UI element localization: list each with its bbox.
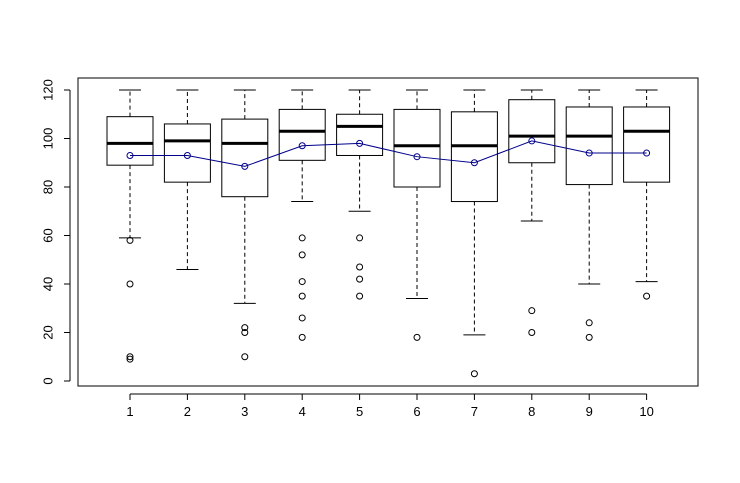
box bbox=[623, 106, 671, 183]
outlier-point bbox=[126, 280, 134, 288]
box bbox=[163, 123, 211, 183]
y-tick-label: 120 bbox=[41, 79, 56, 101]
box bbox=[393, 108, 441, 188]
x-tick-label: 2 bbox=[184, 404, 191, 419]
outlier-point bbox=[298, 251, 306, 259]
x-tick-label: 7 bbox=[471, 404, 478, 419]
outlier-point bbox=[356, 275, 364, 283]
outlier-point bbox=[241, 329, 249, 336]
series-point bbox=[241, 162, 249, 170]
outlier-point bbox=[356, 263, 364, 271]
series-line bbox=[130, 140, 647, 167]
outlier-point bbox=[298, 314, 306, 322]
series-point bbox=[356, 139, 364, 147]
series-point bbox=[126, 151, 134, 159]
outlier-point bbox=[585, 333, 593, 341]
outlier-point bbox=[643, 292, 651, 300]
outlier-point bbox=[241, 353, 249, 361]
box bbox=[508, 99, 556, 164]
x-tick-label: 6 bbox=[413, 404, 420, 419]
outlier-point bbox=[585, 319, 593, 327]
box bbox=[565, 106, 613, 186]
x-tick-label: 9 bbox=[586, 404, 593, 419]
x-tick-label: 10 bbox=[639, 404, 653, 419]
series-point bbox=[528, 137, 536, 145]
x-tick-label: 5 bbox=[356, 404, 363, 419]
box bbox=[336, 113, 384, 156]
x-tick-label: 3 bbox=[241, 404, 248, 419]
series-point bbox=[298, 142, 306, 150]
x-tick-label: 1 bbox=[126, 404, 133, 419]
x-tick-label: 4 bbox=[299, 404, 306, 419]
outlier-point bbox=[241, 324, 249, 332]
outlier-point bbox=[356, 292, 364, 300]
y-tick-label: 100 bbox=[41, 128, 56, 150]
x-tick-label: 8 bbox=[528, 404, 535, 419]
outlier-point bbox=[470, 370, 478, 378]
box bbox=[278, 108, 326, 161]
outlier-point bbox=[126, 236, 134, 244]
outlier-point bbox=[298, 292, 306, 300]
y-tick-label: 80 bbox=[41, 180, 56, 194]
outlier-point bbox=[528, 307, 536, 315]
outlier-point bbox=[126, 353, 134, 361]
series-point bbox=[643, 149, 651, 157]
y-tick-label: 20 bbox=[41, 325, 56, 339]
y-tick-label: 0 bbox=[41, 377, 56, 384]
y-tick-label: 60 bbox=[41, 228, 56, 242]
box bbox=[221, 118, 269, 198]
series-point bbox=[585, 149, 593, 157]
series-point bbox=[413, 153, 421, 161]
outlier-point bbox=[298, 278, 306, 286]
outlier-point bbox=[356, 234, 364, 242]
outlier-point bbox=[528, 329, 536, 336]
outlier-point bbox=[413, 333, 421, 341]
box bbox=[106, 116, 154, 166]
plot-frame bbox=[77, 77, 699, 387]
outlier-point bbox=[126, 355, 134, 363]
outlier-point bbox=[298, 333, 306, 341]
outlier-point bbox=[298, 234, 306, 242]
series-point bbox=[470, 159, 478, 167]
y-tick-label: 40 bbox=[41, 277, 56, 291]
series-point bbox=[183, 151, 191, 159]
